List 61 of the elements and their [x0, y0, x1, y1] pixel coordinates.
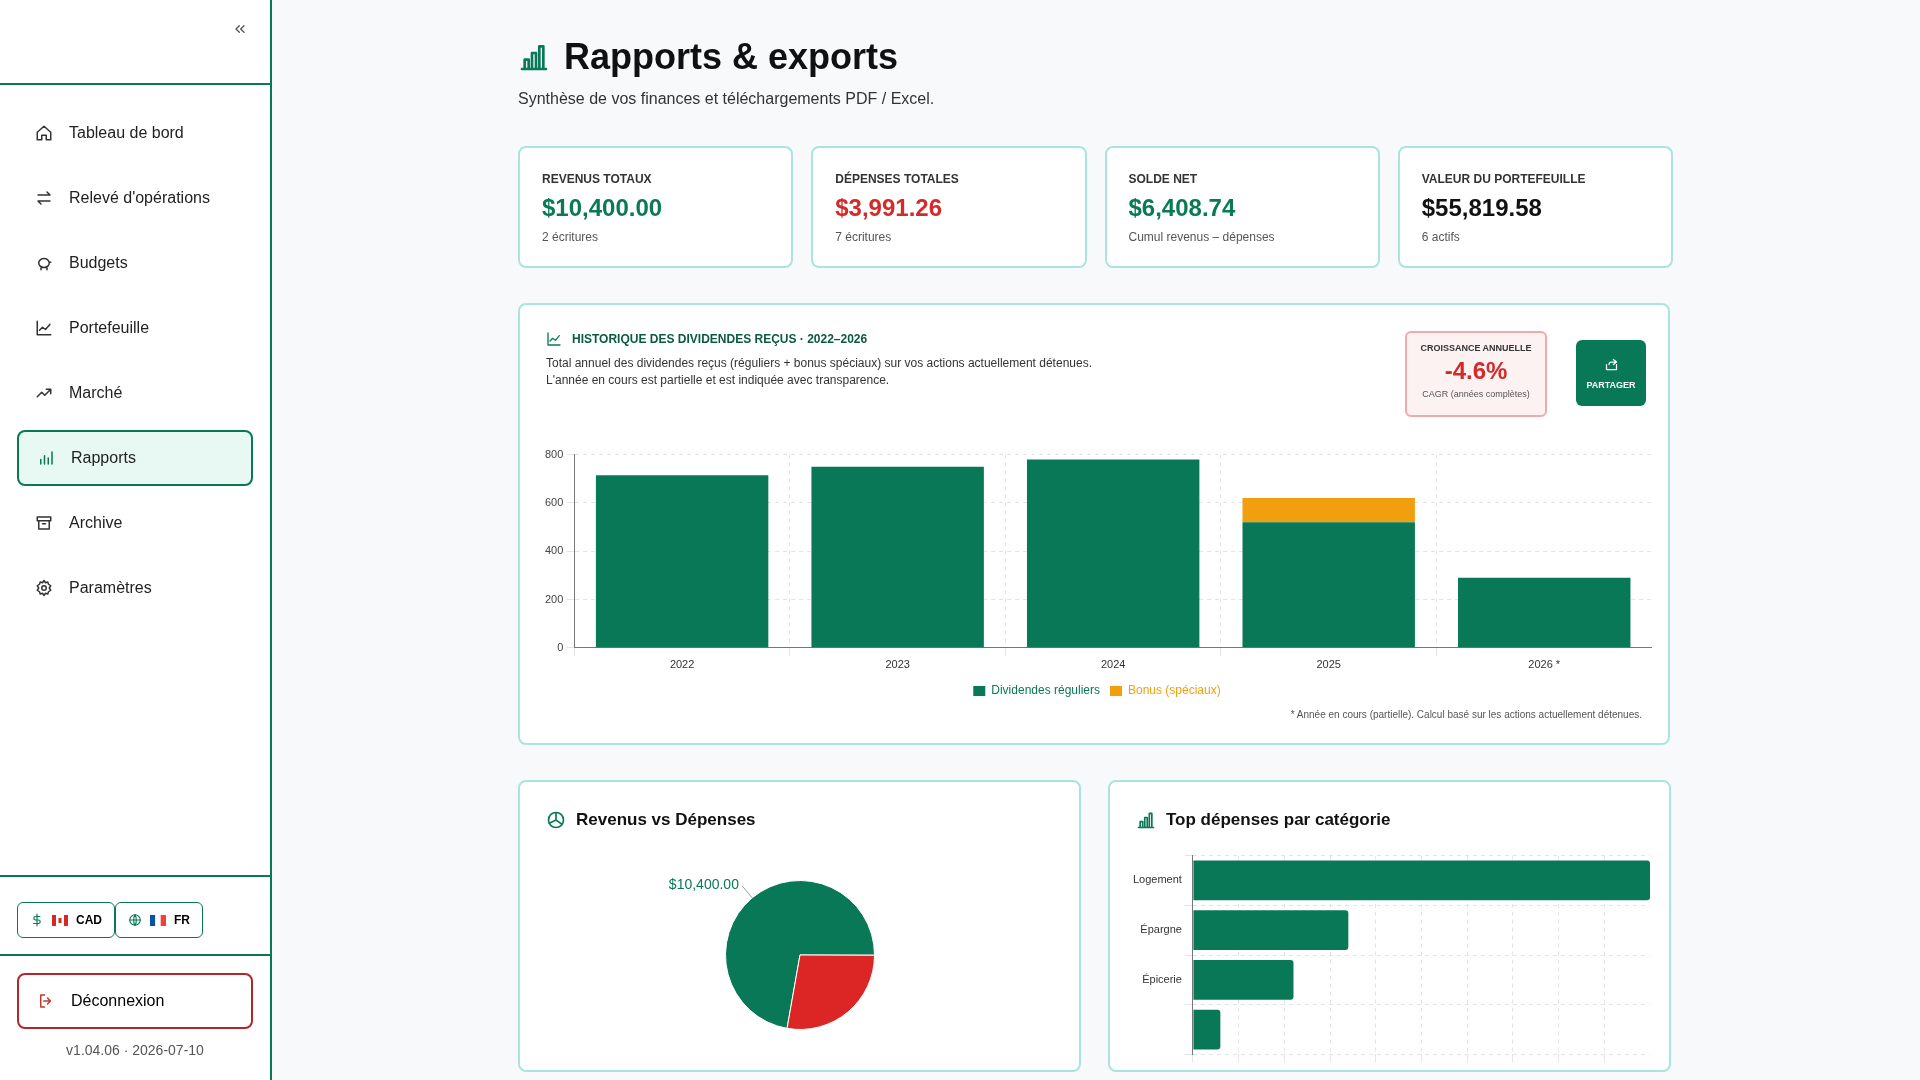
text: Marché: [69, 384, 123, 402]
bar: [1242, 522, 1415, 648]
category-label: DÉPENSES TOTALES: [835, 172, 960, 186]
text: $3,991.26: [835, 194, 943, 221]
x-tick-label: 2024: [1100, 658, 1126, 671]
bar: [1193, 860, 1650, 901]
x-tick-label: 2022: [669, 658, 695, 671]
text: PARTAGER: [1586, 379, 1636, 390]
bar: [1458, 577, 1631, 648]
y-tick-label: 200: [544, 592, 564, 605]
x-tick-label: 2025: [1316, 658, 1341, 671]
y-tick-label: Logement: [1132, 873, 1182, 886]
text: * Année en cours (partielle). Calcul basé sur les actions actuellement détenues.: [1290, 709, 1642, 720]
text: -4.6%: [1443, 357, 1509, 385]
x-tick-label: 2026 *: [1528, 658, 1561, 671]
legend-label: Bonus (spéciaux): [1128, 683, 1221, 698]
legend-label: Dividendes réguliers: [991, 683, 1101, 698]
y-tick-label: 400: [544, 544, 564, 557]
text: Portefeuille: [69, 319, 150, 337]
text: Déconnexion: [71, 992, 165, 1010]
chart-title: HISTORIQUE DES DIVIDENDES REÇUS · 2022–2026: [572, 332, 868, 346]
bar: [811, 466, 984, 648]
y-tick-label: Épargne: [1140, 923, 1182, 936]
text: Synthèse de vos finances et téléchargements PDF / Excel.: [518, 90, 936, 108]
text: 7 écritures: [835, 230, 893, 244]
text: Rapports & exports: [564, 36, 899, 78]
text: Budgets: [69, 254, 128, 272]
text: $55,819.58: [1421, 194, 1542, 221]
chart-title: Revenus vs Dépenses: [576, 810, 756, 830]
y-tick-label: 600: [544, 495, 564, 508]
text: CAD: [76, 913, 102, 927]
text: Tableau de bord: [69, 124, 184, 142]
bar: [595, 475, 769, 648]
bar: [1026, 459, 1200, 648]
text: CROISSANCE ANNUELLE: [1419, 343, 1533, 353]
y-tick-label: Épicerie: [1142, 972, 1182, 985]
text: 2 écritures: [542, 230, 600, 244]
text: Paramètres: [69, 579, 152, 597]
chart-title: Top dépenses par catégorie: [1166, 810, 1391, 830]
bar: [1242, 498, 1415, 523]
x-tick-label: 2023: [885, 658, 910, 671]
text: Rapports: [71, 449, 136, 467]
text: Archive: [69, 514, 123, 532]
text: Relevé d'opérations: [69, 189, 210, 207]
category-label: SOLDE NET: [1128, 172, 1199, 186]
y-tick-label: 800: [544, 447, 564, 460]
text: CAGR (années complètes): [1421, 389, 1531, 399]
text: $6,408.74: [1128, 194, 1236, 221]
data-label: $10,400.00: [668, 876, 740, 893]
text: Cumul revenus – dépenses: [1128, 230, 1276, 244]
bar: [1193, 1009, 1221, 1050]
bar: [1193, 910, 1349, 951]
text: 6 actifs: [1421, 230, 1461, 244]
category-label: REVENUS TOTAUX: [542, 172, 653, 186]
text: v1.04.06 · 2026-07-10: [65, 1042, 205, 1058]
category-label: VALEUR DU PORTEFEUILLE: [1421, 172, 1587, 186]
text: FR: [174, 913, 190, 927]
chart-subtitle: Total annuel des dividendes reçus (réguliers + bonus spéciaux) sur vos actions actuellement détenues. L'année en cours est partielle et est indiquée avec transparence.: [546, 355, 1092, 389]
text: $10,400.00: [542, 194, 663, 221]
y-tick-label: 0: [557, 640, 564, 653]
bar: [1193, 959, 1294, 1000]
